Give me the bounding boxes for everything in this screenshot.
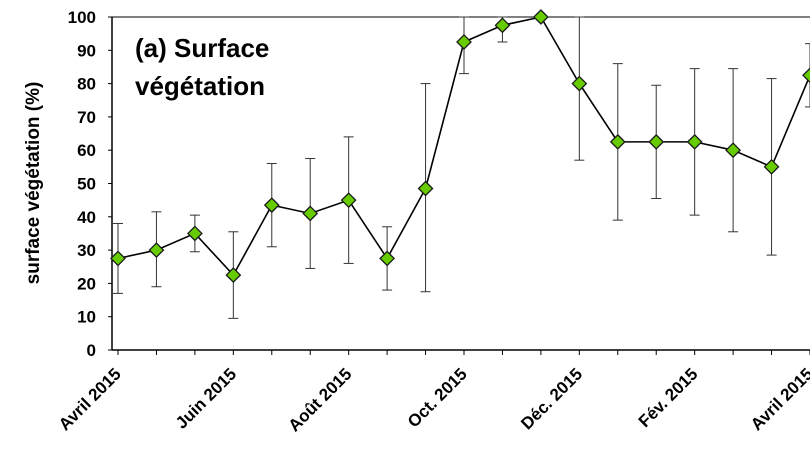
- x-tick-label: Avril 2015: [747, 364, 810, 434]
- data-point: [648, 133, 665, 150]
- data-point: [379, 250, 396, 267]
- x-tick-label: Août 2015: [285, 364, 356, 435]
- data-point: [763, 158, 780, 175]
- x-tick-label: Avril 2015: [55, 364, 125, 434]
- data-point: [263, 197, 280, 214]
- data-point: [417, 180, 434, 197]
- y-tick-label: 100: [68, 8, 96, 27]
- x-tick-label: Fév. 2015: [635, 364, 702, 431]
- y-tick-label: 70: [77, 108, 96, 127]
- data-point: [686, 133, 703, 150]
- axes: [111, 16, 810, 355]
- data-point: [532, 9, 549, 25]
- data-point: [456, 34, 472, 50]
- data-point: [225, 267, 242, 283]
- data-point: [571, 75, 588, 92]
- y-tick-label: 0: [87, 341, 96, 360]
- x-tick-label: Déc. 2015: [517, 364, 586, 433]
- y-tick-label: 80: [77, 75, 96, 94]
- data-point: [494, 17, 511, 34]
- chart-title-line-2: végétation: [135, 71, 265, 101]
- y-tick-label: 20: [77, 274, 96, 293]
- x-tick-label: Oct. 2015: [404, 364, 471, 431]
- x-tick-label: Juin 2015: [172, 364, 240, 432]
- y-axis-title: surface végétation (%): [23, 82, 44, 285]
- y-tick-label: 50: [77, 175, 96, 194]
- y-tick-label: 40: [77, 208, 96, 227]
- y-tick-label: 90: [77, 41, 96, 60]
- data-point: [148, 242, 165, 259]
- data-point: [802, 67, 810, 84]
- y-tick-label: 10: [77, 308, 96, 327]
- y-tick-label: 30: [77, 241, 96, 260]
- y-tick-labels: 0 10 20 30 40 50 60 70 80 90 100: [68, 8, 112, 360]
- chart-title-line-1: (a) Surface: [135, 33, 269, 63]
- data-point: [609, 133, 626, 150]
- data-point: [186, 225, 203, 242]
- y-tick-label: 60: [77, 141, 96, 160]
- markers: [110, 9, 810, 283]
- data-point: [110, 250, 126, 267]
- x-tick-labels: Avril 2015 Juin 2015 Août 2015 Oct. 2015 Déc…: [55, 364, 810, 435]
- data-point: [725, 142, 742, 159]
- data-point: [302, 205, 319, 222]
- data-point: [340, 192, 357, 209]
